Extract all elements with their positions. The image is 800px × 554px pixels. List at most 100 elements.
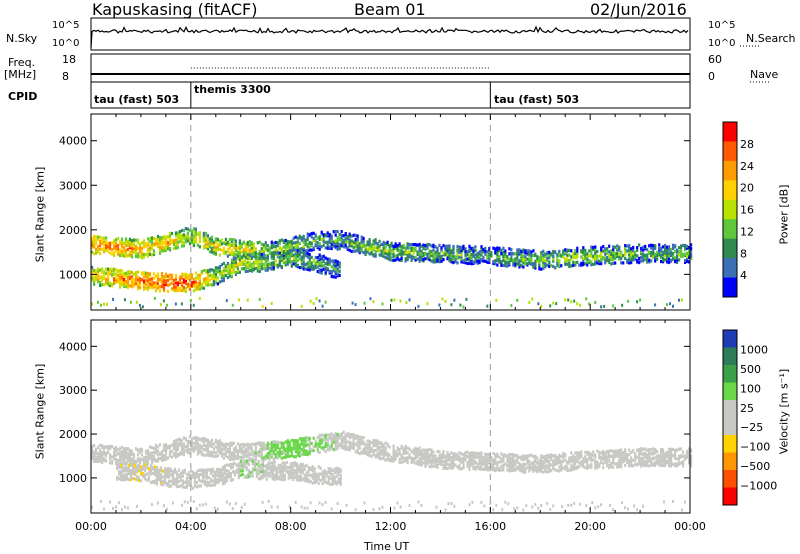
power-echo-cell — [360, 238, 363, 242]
power-echo-cell — [174, 285, 178, 289]
velocity-echo-cell — [470, 457, 473, 462]
velocity-echo-cell — [550, 453, 553, 457]
power-echo-cell — [626, 258, 629, 262]
power-echo-cell — [524, 262, 527, 266]
power-echo-cell — [556, 259, 559, 263]
velocity-echo-cell — [684, 454, 687, 458]
power-echo-cell — [252, 248, 255, 252]
power-echo-cell — [294, 255, 297, 259]
velocity-echo-cell — [273, 464, 276, 468]
power-ytick-label: 3000 — [59, 179, 87, 192]
power-echo-cell — [226, 275, 229, 280]
power-echo-cell — [188, 236, 191, 240]
power-echo-cell — [304, 267, 307, 271]
power-echo-cell — [120, 282, 124, 286]
power-echo-cell — [115, 280, 118, 284]
power-echo-cell — [252, 242, 255, 246]
power-echo-cell — [326, 243, 329, 247]
power-echo-cell — [566, 262, 569, 266]
velocity-echo-cell — [346, 440, 349, 444]
power-echo-cell — [146, 273, 150, 277]
velocity-echo-cell — [230, 441, 233, 445]
velocity-echo-cell — [640, 464, 643, 468]
velocity-echo-cell — [542, 455, 545, 459]
velocity-echo-cell — [200, 453, 203, 457]
power-echo-cell — [590, 260, 593, 264]
velocity-echo-cell — [164, 451, 168, 455]
velocity-echo-cell — [510, 463, 513, 467]
velocity-echo-cell — [408, 455, 411, 459]
power-echo-cell — [540, 255, 543, 259]
velocity-echo-cell — [328, 436, 331, 440]
power-echo-cell — [428, 258, 431, 262]
power-echo-cell — [656, 257, 659, 261]
power-echo-cell — [220, 242, 223, 246]
power-echo-cell — [612, 255, 615, 259]
power-echo-cell — [312, 236, 315, 241]
velocity-echo-cell — [260, 452, 263, 456]
power-echo-cell — [204, 268, 207, 273]
power-echo-cell — [115, 272, 118, 276]
velocity-echo-cell — [182, 442, 185, 446]
power-echo-cell — [450, 258, 453, 262]
power-echo-cell — [302, 237, 305, 241]
power-echo-cell — [130, 271, 134, 275]
velocity-echo-cell — [338, 436, 341, 440]
power-echo-cell — [142, 245, 146, 249]
power-echo-cell — [606, 247, 609, 251]
power-echo-cell — [284, 238, 287, 243]
power-echo-cell — [424, 257, 427, 261]
power-echo-cell — [405, 301, 408, 305]
power-echo-cell — [99, 268, 102, 272]
velocity-echo-cell — [299, 469, 302, 473]
power-echo-cell — [486, 254, 489, 258]
velocity-echo-cell — [560, 467, 563, 471]
velocity-echo-cell — [193, 479, 196, 483]
power-echo-cell — [222, 241, 225, 245]
velocity-echo-cell — [466, 461, 469, 465]
velocity-echo-cell — [182, 447, 185, 451]
power-echo-cell — [99, 247, 102, 251]
velocity-echo-cell — [336, 444, 339, 448]
power-echo-cell — [484, 246, 487, 250]
power-echo-cell — [472, 249, 475, 253]
power-echo-cell — [390, 258, 393, 262]
power-echo-cell — [486, 257, 489, 261]
power-echo-cell — [254, 259, 257, 263]
power-echo-cell — [302, 254, 305, 258]
power-echo-cell — [212, 282, 215, 287]
velocity-echo-cell — [664, 463, 667, 468]
power-echo-cell — [352, 240, 355, 244]
velocity-echo-cell — [153, 468, 157, 472]
power-echo-cell — [368, 238, 371, 242]
power-echo-cell — [384, 241, 387, 246]
velocity-echo-cell — [286, 439, 289, 443]
power-echo-cell — [308, 256, 311, 260]
velocity-echo-cell — [125, 475, 129, 479]
power-echo-cell — [248, 261, 251, 265]
velocity-echo-cell — [219, 478, 222, 482]
power-echo-cell — [294, 246, 297, 250]
power-echo-cell — [99, 239, 102, 243]
velocity-echo-cell — [598, 450, 601, 454]
power-echo-cell — [376, 249, 379, 253]
power-echo-cell — [154, 274, 158, 278]
velocity-echo-cell — [662, 457, 665, 461]
power-echo-cell — [652, 246, 655, 250]
velocity-echo-cell — [472, 462, 475, 466]
power-echo-cell — [290, 254, 293, 258]
velocity-echo-cell — [244, 443, 247, 447]
power-echo-cell — [196, 243, 199, 247]
power-echo-cell — [632, 254, 635, 258]
power-echo-cell — [386, 256, 389, 260]
velocity-echo-cell — [109, 461, 112, 465]
power-echo-cell — [198, 281, 201, 285]
power-echo-cell — [388, 255, 391, 259]
power-echo-cell — [296, 253, 299, 257]
velocity-echo-cell — [418, 461, 421, 465]
power-echo-cell — [107, 267, 110, 271]
velocity-echo-cell — [202, 443, 205, 447]
power-echo-cell — [182, 233, 185, 237]
power-echo-cell — [298, 236, 301, 240]
velocity-echo-cell — [496, 467, 499, 472]
